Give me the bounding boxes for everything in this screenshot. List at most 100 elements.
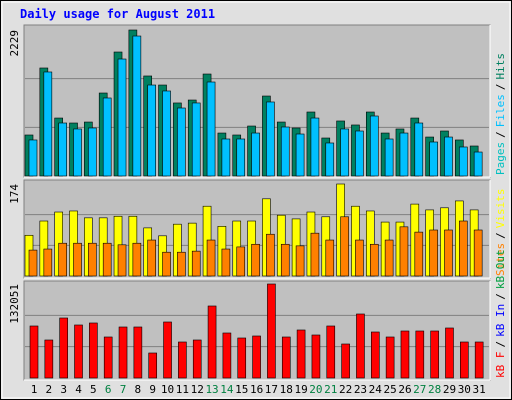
- x-tick-label: 4: [75, 383, 82, 396]
- legend-entry: kB Out: [494, 249, 507, 289]
- bar: [132, 35, 142, 177]
- bar: [429, 141, 438, 177]
- bar: [326, 325, 336, 379]
- bar: [445, 327, 454, 379]
- bar: [103, 336, 113, 379]
- legend-separator: /: [494, 293, 507, 300]
- bar: [370, 331, 380, 379]
- bar: [133, 326, 143, 379]
- bar: [459, 146, 468, 177]
- bar: [414, 231, 424, 277]
- x-tick-label: 15: [235, 383, 248, 396]
- x-tick-label: 1: [31, 383, 38, 396]
- bar: [222, 332, 232, 379]
- bar: [73, 128, 82, 177]
- bar: [28, 249, 38, 277]
- legend-separator: /: [494, 131, 507, 138]
- x-tick-label: 18: [280, 383, 293, 396]
- y-tick-label: 174: [8, 184, 21, 204]
- bar: [29, 325, 39, 379]
- legend-entry: Hits: [494, 53, 507, 80]
- x-tick-label: 9: [149, 383, 156, 396]
- bar: [102, 97, 112, 177]
- bar: [414, 122, 424, 177]
- bar: [474, 341, 484, 379]
- x-tick-label: 17: [265, 383, 278, 396]
- legend-entry: Sites: [494, 243, 507, 276]
- legend-separator: /: [494, 232, 507, 239]
- bar: [221, 138, 231, 177]
- legend: Pages / Files / Hits: [494, 53, 507, 175]
- legend: kB F / kB In / kB Out: [494, 249, 507, 378]
- bar: [178, 341, 187, 379]
- x-tick-label: 2: [46, 383, 53, 396]
- x-tick-label: 31: [473, 383, 486, 396]
- bar: [415, 330, 425, 379]
- x-tick-label: 23: [354, 383, 367, 396]
- panel: [23, 280, 491, 381]
- bar: [460, 341, 469, 379]
- bar: [251, 132, 260, 177]
- x-tick-label: 19: [294, 383, 307, 396]
- x-tick-label: 16: [250, 383, 263, 396]
- bar: [473, 151, 483, 177]
- x-tick-label: 30: [458, 383, 471, 396]
- bar: [430, 330, 439, 379]
- x-tick-label: 25: [384, 383, 397, 396]
- x-tick-label: 28: [428, 383, 441, 396]
- bar: [325, 142, 335, 177]
- bar: [88, 242, 97, 277]
- bar: [132, 242, 142, 277]
- bar: [177, 107, 186, 177]
- x-tick-label: 12: [191, 383, 204, 396]
- x-tick-label: 27: [413, 383, 426, 396]
- bar: [459, 220, 468, 277]
- bar: [43, 248, 53, 277]
- bar: [192, 339, 202, 379]
- bar: [369, 115, 379, 177]
- y-tick-label: 132051: [8, 284, 21, 324]
- bar: [163, 321, 172, 379]
- x-tick-label: 10: [161, 383, 174, 396]
- bar: [310, 232, 320, 277]
- chart-title: Daily usage for August 2011: [20, 7, 215, 21]
- bar: [280, 243, 290, 277]
- x-tick-label: 11: [176, 383, 189, 396]
- bar: [384, 239, 394, 277]
- bar: [206, 239, 216, 277]
- bar: [266, 233, 275, 277]
- bar: [59, 317, 68, 379]
- bar: [280, 126, 290, 177]
- bar: [58, 242, 67, 277]
- bar: [325, 239, 335, 277]
- bar: [266, 101, 275, 177]
- bar: [148, 352, 158, 379]
- bar: [473, 229, 483, 277]
- bar: [73, 242, 82, 277]
- bar: [399, 132, 409, 177]
- legend-entry: Visits: [494, 189, 507, 229]
- bar: [191, 102, 201, 177]
- legend-separator: /: [494, 341, 507, 348]
- x-tick-label: 24: [369, 383, 383, 396]
- y-tick-label: 2229: [8, 30, 21, 57]
- bar: [102, 242, 112, 277]
- legend-entry: kB F: [494, 352, 507, 379]
- bar: [444, 229, 453, 277]
- bar: [89, 322, 98, 379]
- bar: [267, 283, 276, 379]
- x-tick-label: 22: [339, 383, 352, 396]
- bar: [191, 250, 201, 277]
- bar: [340, 128, 349, 177]
- bar: [147, 239, 157, 277]
- bar: [236, 138, 246, 177]
- bar: [237, 337, 247, 379]
- bar: [310, 117, 320, 177]
- bar: [399, 226, 409, 277]
- bar: [236, 246, 246, 277]
- x-tick-label: 29: [443, 383, 456, 396]
- bar: [74, 324, 83, 379]
- legend: Sites / Visits: [494, 189, 507, 277]
- x-tick-label: 6: [105, 383, 112, 396]
